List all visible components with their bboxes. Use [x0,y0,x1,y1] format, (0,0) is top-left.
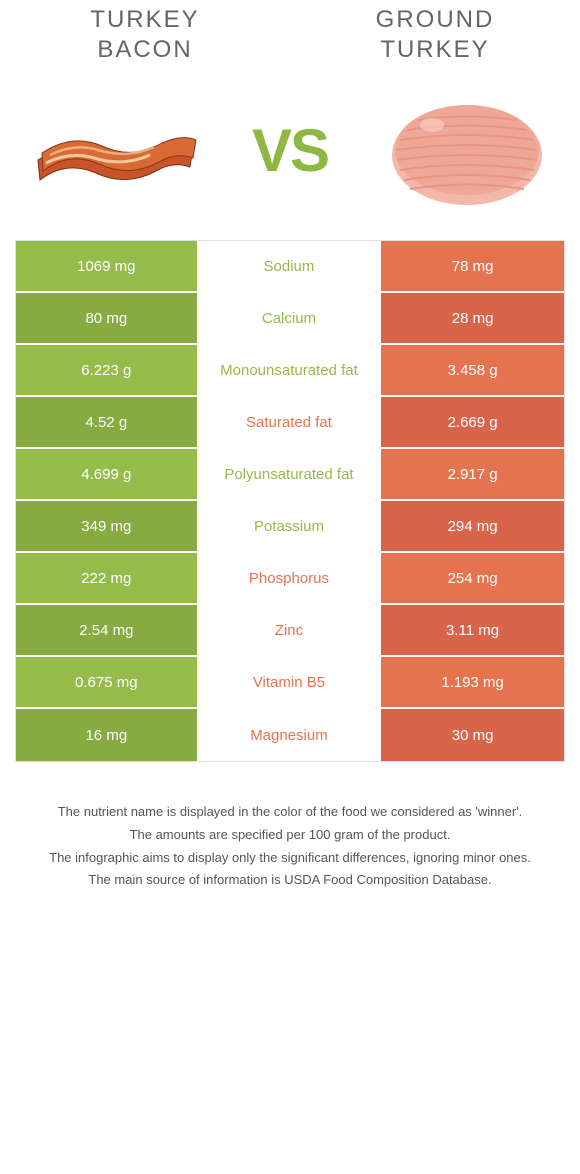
ground-turkey-image [380,85,555,215]
nutrient-table: 1069 mgSodium78 mg80 mgCalcium28 mg6.223… [15,240,565,762]
nutrient-label: Polyunsaturated fat [199,449,382,499]
nutrient-label: Potassium [199,501,382,551]
right-value: 2.917 g [381,449,564,499]
nutrient-row: 0.675 mgVitamin B51.193 mg [16,657,564,709]
right-food-title: GROUNDTURKEY [335,5,535,65]
right-value: 2.669 g [381,397,564,447]
nutrient-row: 80 mgCalcium28 mg [16,293,564,345]
left-value: 222 mg [16,553,199,603]
right-value: 30 mg [381,709,564,761]
footer-line: The amounts are specified per 100 gram o… [35,825,545,846]
header-row: TURKEYBACON GROUNDTURKEY [15,5,565,65]
images-row: VS [15,85,565,215]
left-value: 1069 mg [16,241,199,291]
left-value: 4.699 g [16,449,199,499]
nutrient-row: 349 mgPotassium294 mg [16,501,564,553]
footer-line: The nutrient name is displayed in the co… [35,802,545,823]
nutrient-label: Zinc [199,605,382,655]
footer-line: The infographic aims to display only the… [35,848,545,869]
left-value: 349 mg [16,501,199,551]
nutrient-row: 6.223 gMonounsaturated fat3.458 g [16,345,564,397]
right-value: 1.193 mg [381,657,564,707]
nutrient-label: Magnesium [199,709,382,761]
left-value: 80 mg [16,293,199,343]
left-value: 2.54 mg [16,605,199,655]
nutrient-label: Phosphorus [199,553,382,603]
nutrient-row: 2.54 mgZinc3.11 mg [16,605,564,657]
right-value: 254 mg [381,553,564,603]
nutrient-row: 4.699 gPolyunsaturated fat2.917 g [16,449,564,501]
footer-line: The main source of information is USDA F… [35,870,545,891]
nutrient-label: Saturated fat [199,397,382,447]
ground-meat-icon [382,85,552,215]
turkey-bacon-image [25,85,200,215]
left-value: 6.223 g [16,345,199,395]
left-food-title: TURKEYBACON [45,5,245,65]
nutrient-row: 222 mgPhosphorus254 mg [16,553,564,605]
nutrient-label: Monounsaturated fat [199,345,382,395]
right-value: 78 mg [381,241,564,291]
nutrient-row: 16 mgMagnesium30 mg [16,709,564,761]
left-value: 4.52 g [16,397,199,447]
nutrient-label: Vitamin B5 [199,657,382,707]
left-value: 16 mg [16,709,199,761]
nutrient-row: 4.52 gSaturated fat2.669 g [16,397,564,449]
vs-label: VS [252,116,328,185]
right-value: 3.458 g [381,345,564,395]
nutrient-label: Sodium [199,241,382,291]
right-value: 3.11 mg [381,605,564,655]
right-value: 28 mg [381,293,564,343]
right-value: 294 mg [381,501,564,551]
footer-notes: The nutrient name is displayed in the co… [15,802,565,891]
bacon-icon [28,95,198,205]
infographic-container: TURKEYBACON GROUNDTURKEY VS [0,0,580,913]
nutrient-label: Calcium [199,293,382,343]
left-value: 0.675 mg [16,657,199,707]
nutrient-row: 1069 mgSodium78 mg [16,241,564,293]
